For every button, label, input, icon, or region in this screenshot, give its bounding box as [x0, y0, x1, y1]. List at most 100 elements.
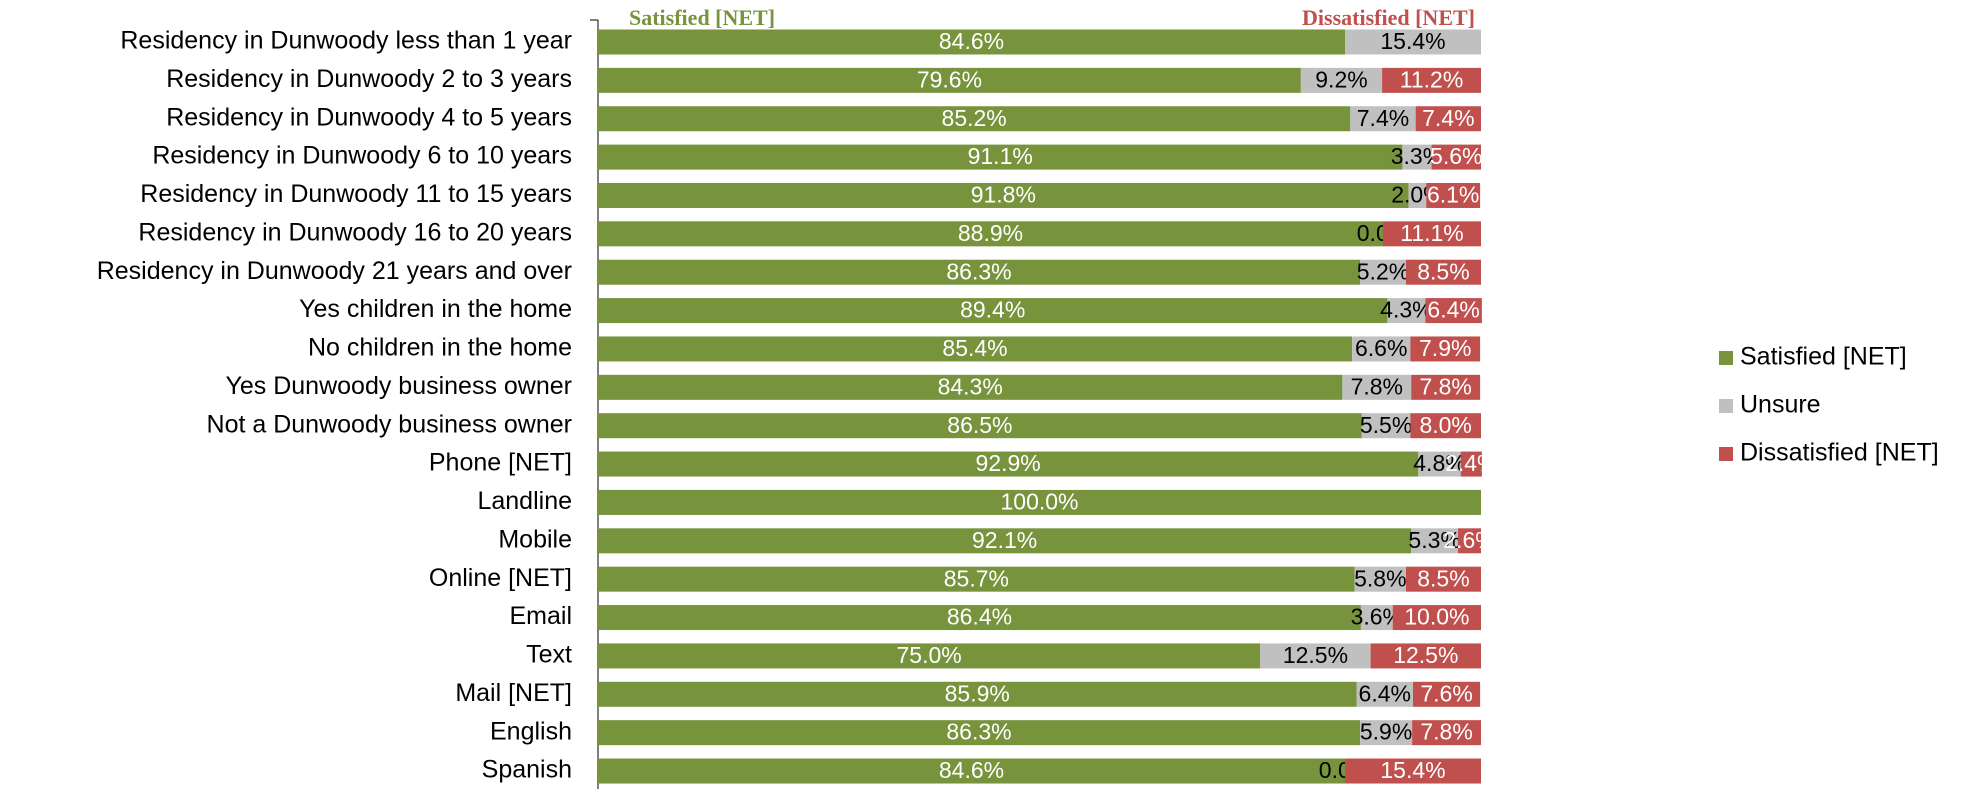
bar-segment	[1260, 643, 1371, 669]
bar-segment	[1415, 106, 1481, 132]
bar-segment	[598, 528, 1412, 554]
value-label: 89.4%	[960, 297, 1025, 323]
value-label: 11.2%	[1400, 66, 1464, 92]
bar-segment	[1431, 144, 1481, 170]
legend-swatch	[1719, 351, 1733, 365]
value-label: 92.1%	[972, 527, 1037, 553]
bar-segment	[598, 182, 1409, 208]
value-label: 6.4%	[1427, 297, 1479, 323]
bar-segment	[1370, 643, 1481, 669]
category-label: Email	[509, 602, 572, 630]
value-label: 7.4%	[1357, 105, 1409, 131]
bar-segment	[598, 29, 1346, 55]
value-label: 7.8%	[1420, 719, 1472, 745]
bar-segment	[1460, 451, 1482, 477]
bar-segment	[598, 221, 1383, 247]
value-label: 75.0%	[897, 642, 962, 668]
bar-segment	[1345, 758, 1481, 784]
value-label: 5.3%	[1408, 527, 1460, 553]
value-label: 84.6%	[939, 28, 1004, 54]
bar-segment	[1426, 182, 1481, 208]
category-label: Text	[526, 641, 572, 669]
bar-segment	[1350, 106, 1416, 132]
category-label: Not a Dunwoody business owner	[207, 410, 572, 438]
bar-segment	[1402, 144, 1432, 170]
bar-segment	[1410, 336, 1481, 362]
bar-segment	[1418, 451, 1461, 477]
bar-segment	[1387, 298, 1426, 324]
category-label: Residency in Dunwoody 21 years and over	[97, 257, 572, 285]
legend-swatch	[1719, 399, 1733, 413]
value-label: 8.0%	[1419, 412, 1471, 438]
bar-segment	[1408, 182, 1427, 208]
bar-segment	[1458, 528, 1481, 554]
value-label: 11.1%	[1400, 220, 1464, 246]
value-label: 7.4%	[1422, 105, 1474, 131]
value-label: 91.8%	[971, 182, 1036, 208]
value-label: 10.0%	[1404, 604, 1469, 630]
value-label: 7.8%	[1419, 373, 1471, 399]
bar-segment	[598, 758, 1346, 784]
category-label: Residency in Dunwoody less than 1 year	[120, 27, 572, 55]
category-label: Online [NET]	[429, 564, 572, 592]
value-label: 15.4%	[1380, 757, 1445, 783]
category-label: Yes children in the home	[299, 295, 572, 323]
value-label: 5.5%	[1360, 412, 1412, 438]
value-label: 2.6%	[1443, 527, 1495, 553]
value-label: 85.2%	[942, 105, 1007, 131]
value-label: 7.8%	[1351, 373, 1403, 399]
legend-label: Satisfied [NET]	[1740, 343, 1907, 371]
value-label: 8.5%	[1417, 565, 1469, 591]
bar-segment	[598, 67, 1301, 93]
bar-segment	[1405, 259, 1481, 285]
value-label: 84.3%	[938, 373, 1003, 399]
value-label: 86.3%	[946, 258, 1011, 284]
bar-segment	[598, 566, 1355, 592]
bar-segment	[1382, 67, 1481, 93]
value-label: 12.5%	[1283, 642, 1348, 668]
category-label: Residency in Dunwoody 2 to 3 years	[166, 65, 572, 93]
category-label: English	[490, 717, 572, 745]
bar-segment	[1361, 413, 1411, 439]
legend-label: Dissatisfied [NET]	[1740, 439, 1939, 467]
bar-segment	[598, 643, 1261, 669]
value-label: 5.8%	[1354, 565, 1406, 591]
bar-segment	[1413, 681, 1481, 707]
bar-segment	[598, 144, 1403, 170]
bar-segment	[598, 681, 1357, 707]
bar-segment	[1412, 720, 1481, 746]
category-label: No children in the home	[308, 334, 572, 362]
value-label: 91.1%	[968, 143, 1033, 169]
bar-segment	[1392, 605, 1481, 631]
bar-segment	[598, 259, 1361, 285]
value-label: 7.6%	[1420, 680, 1472, 706]
value-label: 100.0%	[1000, 489, 1078, 515]
value-label: 86.4%	[947, 604, 1012, 630]
value-label: 4.8%	[1413, 450, 1465, 476]
value-label: 7.9%	[1419, 335, 1471, 361]
bar-segment	[1382, 221, 1481, 247]
value-label: 85.4%	[942, 335, 1007, 361]
value-label: 92.9%	[976, 450, 1041, 476]
bar-segment	[1360, 720, 1413, 746]
category-label: Landline	[477, 487, 572, 515]
bar-segment	[1352, 336, 1411, 362]
annotation: Dissatisfied [NET]	[1302, 5, 1475, 30]
value-label: 84.6%	[939, 757, 1004, 783]
value-label: 12.5%	[1393, 642, 1458, 668]
category-label: Residency in Dunwoody 4 to 5 years	[166, 103, 572, 131]
value-label: 5.6%	[1430, 143, 1482, 169]
category-label: Yes Dunwoody business owner	[225, 372, 572, 400]
bar-segment	[1356, 681, 1414, 707]
category-label: Residency in Dunwoody 6 to 10 years	[152, 142, 572, 170]
value-label: 6.6%	[1355, 335, 1407, 361]
bar-segment	[598, 605, 1361, 631]
bar-segment	[1425, 298, 1482, 324]
bar-segment	[598, 489, 1481, 515]
value-label: 6.1%	[1427, 182, 1479, 208]
value-label: 86.5%	[947, 412, 1012, 438]
bar-segment	[1345, 29, 1481, 55]
bar-segment	[598, 298, 1388, 324]
category-label: Mobile	[498, 525, 572, 553]
